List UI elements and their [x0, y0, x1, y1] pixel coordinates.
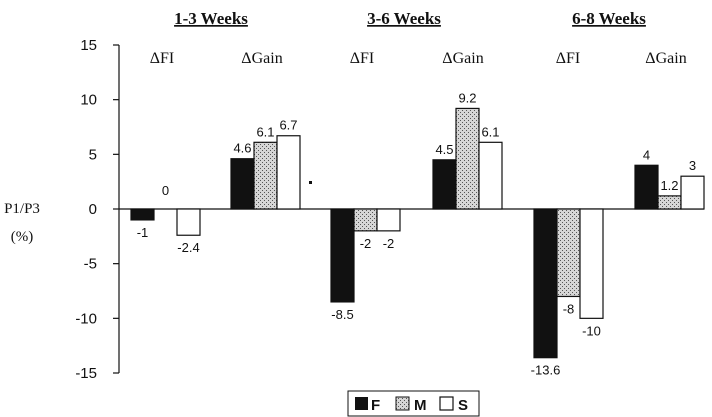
bar-s-group-5	[579, 208, 604, 319]
data-label-m-group-6: 1.2	[660, 178, 678, 193]
legend-swatch-s	[439, 396, 454, 411]
data-label-s-group-6: 3	[689, 158, 696, 173]
metric-label-fi-3: ΔFI	[556, 50, 581, 67]
bar-f-group-5	[533, 208, 558, 359]
bar-m-group-5	[556, 208, 581, 298]
bar-f-group-4	[432, 159, 457, 210]
y-tick-label: 0	[89, 201, 97, 218]
data-label-m-group-3: -2	[360, 236, 372, 251]
bar-s-group-6	[680, 175, 705, 210]
y-tick-label: 10	[80, 92, 97, 109]
data-label-s-group-2: 6.7	[279, 118, 297, 133]
period-label-1: 1-3 Weeks	[174, 9, 248, 28]
y-tick-label: -15	[75, 365, 97, 382]
data-label-s-group-5: -10	[582, 323, 601, 338]
metric-label-fi-1: ΔFI	[150, 50, 175, 67]
y-axis-label-line-2: (%)	[11, 229, 34, 245]
bar-f-group-3	[330, 208, 355, 303]
legend-swatch-m	[395, 396, 410, 411]
y-tick-label: -10	[75, 310, 97, 327]
metric-label-gain-1: ΔGain	[241, 50, 282, 67]
legend: F M S	[347, 390, 480, 417]
data-label-f-group-2: 4.6	[233, 141, 251, 156]
data-label-f-group-4: 4.5	[435, 142, 453, 157]
y-axis-label-line-1: P1/P3	[4, 201, 40, 217]
bar-m-group-4	[455, 107, 480, 210]
legend-label-m: M	[414, 397, 427, 414]
y-tick-label: -5	[84, 256, 97, 273]
bar-m-group-3	[353, 208, 378, 232]
y-tick-label: 5	[89, 146, 97, 163]
data-label-m-group-5: -8	[563, 301, 575, 316]
bar-s-group-3	[376, 208, 401, 232]
y-tick-label: 15	[80, 37, 97, 54]
data-label-s-group-1: -2.4	[177, 240, 199, 255]
bar-f-group-1	[130, 208, 155, 221]
data-label-m-group-2: 6.1	[256, 124, 274, 139]
stray-dot	[309, 181, 312, 184]
legend-label-s: S	[458, 397, 468, 414]
data-label-m-group-4: 9.2	[458, 90, 476, 105]
bar-f-group-6	[634, 164, 659, 210]
bar-s-group-1	[176, 208, 201, 236]
data-label-m-group-1: 0	[162, 183, 169, 198]
legend-label-f: F	[371, 397, 380, 414]
metric-label-gain-2: ΔGain	[442, 50, 483, 67]
data-label-f-group-3: -8.5	[331, 307, 353, 322]
data-label-s-group-3: -2	[383, 236, 395, 251]
bar-m-group-6	[657, 195, 682, 210]
bar-s-group-2	[276, 135, 301, 210]
period-label-3: 6-8 Weeks	[572, 9, 646, 28]
data-label-f-group-1: -1	[137, 225, 149, 240]
legend-swatch-f	[355, 397, 368, 410]
data-label-f-group-5: -13.6	[531, 363, 561, 378]
bar-f-group-2	[230, 158, 255, 210]
period-label-2: 3-6 Weeks	[367, 9, 441, 28]
metric-label-gain-3: ΔGain	[645, 50, 686, 67]
metric-label-fi-2: ΔFI	[350, 50, 375, 67]
bar-s-group-4	[478, 141, 503, 210]
data-label-f-group-6: 4	[643, 147, 650, 162]
legend-box	[347, 390, 480, 417]
data-label-s-group-4: 6.1	[481, 124, 499, 139]
bar-m-group-2	[253, 141, 278, 210]
